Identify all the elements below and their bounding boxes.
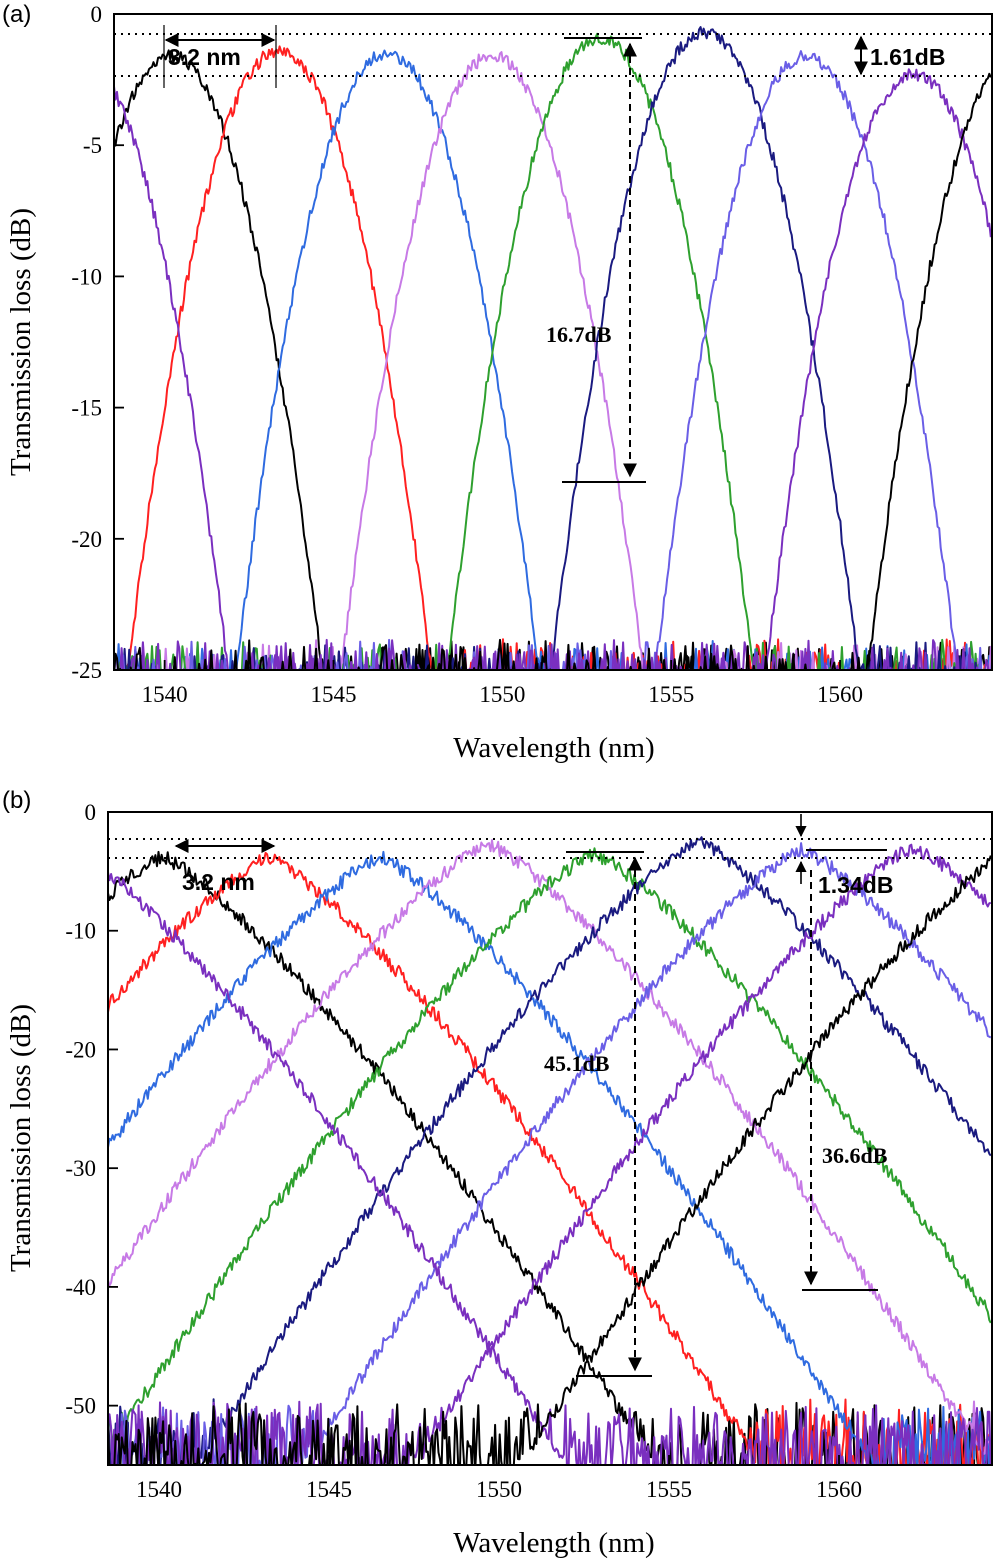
panel-b-series-line	[108, 836, 992, 1465]
panel-b-plot-area	[108, 836, 992, 1465]
panel-b-label: (b)	[2, 787, 31, 814]
panel-a-spacing-label: 3.2 nm	[168, 44, 241, 70]
panel-a-series-line	[114, 51, 992, 670]
panel-b-series-line	[108, 839, 992, 1455]
panel-b-series-line	[108, 872, 992, 1465]
panel-a-y-tick-label: -25	[71, 658, 102, 683]
panel-a-y-tick-label: -20	[71, 527, 102, 552]
panel-b-series-line	[108, 843, 991, 1465]
panel-a-y-tick-label: -5	[83, 133, 102, 158]
panel-a-ripple-label: 1.61dB	[870, 44, 945, 70]
panel-b-x-axis-title: Wavelength (nm)	[453, 1527, 654, 1559]
panel-a-series-line	[114, 50, 983, 670]
panel-b-spacing-label: 3.2 nm	[182, 869, 255, 895]
panel-b-extinction2-label: 36.6dB	[822, 1143, 888, 1168]
panel-a-x-tick-label: 1555	[648, 682, 694, 707]
panel-a-frame	[113, 13, 993, 671]
panel-a-series-line	[114, 49, 992, 670]
panel-a: (a) 1540 1545 1550 1555 15600-5-10-15-20-25 …	[2, 1, 993, 764]
panel-a-plot-area	[114, 26, 992, 670]
panel-b-ripple-label: 1.34dB	[818, 872, 893, 898]
panel-a-x-tick-label: 1560	[817, 682, 863, 707]
panel-a-x-tick-label: 1545	[311, 682, 357, 707]
panel-b: (b) 1540 1545 1550 1555 1560 0 -10 -20 -30 -40 -50…	[2, 787, 993, 1559]
panel-a-series-line	[114, 72, 992, 670]
panel-b-x-tick-label: 1560	[816, 1477, 862, 1502]
panel-a-y-tick-label: -10	[71, 264, 102, 289]
panel-a-series-line	[119, 68, 992, 670]
panel-b-series-line	[108, 850, 990, 1465]
panel-a-y-tick-label: 0	[91, 2, 103, 27]
panel-a-x-axis-title: Wavelength (nm)	[453, 732, 654, 764]
panel-b-extinction1-label: 45.1dB	[544, 1051, 610, 1076]
panel-b-y-tick-label: 0	[85, 800, 97, 825]
panel-b-x-tick-label: 1545	[306, 1477, 352, 1502]
panel-b-frame	[107, 811, 993, 1466]
panel-b-x-tick-label: 1540	[136, 1477, 182, 1502]
panel-b-series-line	[108, 855, 992, 1465]
panel-b-series-line	[108, 850, 992, 1465]
panel-b-series-line	[108, 851, 992, 1465]
panel-a-series-line	[116, 49, 992, 670]
panel-b-y-axis-title: Transmission loss (dB)	[5, 1004, 37, 1272]
panel-a-label: (a)	[2, 1, 31, 28]
panel-b-y-tick-label: -40	[65, 1275, 96, 1300]
panel-a-extinction-label: 16.7dB	[546, 322, 612, 347]
panel-b-axes: 1540 1545 1550 1555 1560 0 -10 -20 -30 -40 -50	[65, 800, 993, 1502]
panel-b-x-tick-label: 1550	[476, 1477, 522, 1502]
panel-b-y-tick-label: -30	[65, 1156, 96, 1181]
panel-b-y-tick-label: -10	[65, 919, 96, 944]
panel-a-series-line	[114, 86, 990, 670]
panel-a-axes: 1540 1545 1550 1555 1560 0 -5 -10 -15 -20 -25	[71, 2, 993, 707]
panel-a-x-tick-label: 1540	[142, 682, 188, 707]
panel-a-y-tick-label: -15	[71, 396, 102, 421]
panel-b-y-tick-label: -20	[65, 1037, 96, 1062]
panel-a-y-axis-title: Transmission loss (dB)	[5, 208, 37, 476]
panel-b-x-tick-label: 1555	[646, 1477, 692, 1502]
panel-b-y-tick-label: -50	[65, 1394, 96, 1419]
panel-a-series-line	[122, 26, 978, 670]
panel-a-series-line	[116, 45, 987, 670]
panel-b-series-line	[108, 847, 992, 1444]
panel-a-x-tick-label: 1550	[479, 682, 525, 707]
